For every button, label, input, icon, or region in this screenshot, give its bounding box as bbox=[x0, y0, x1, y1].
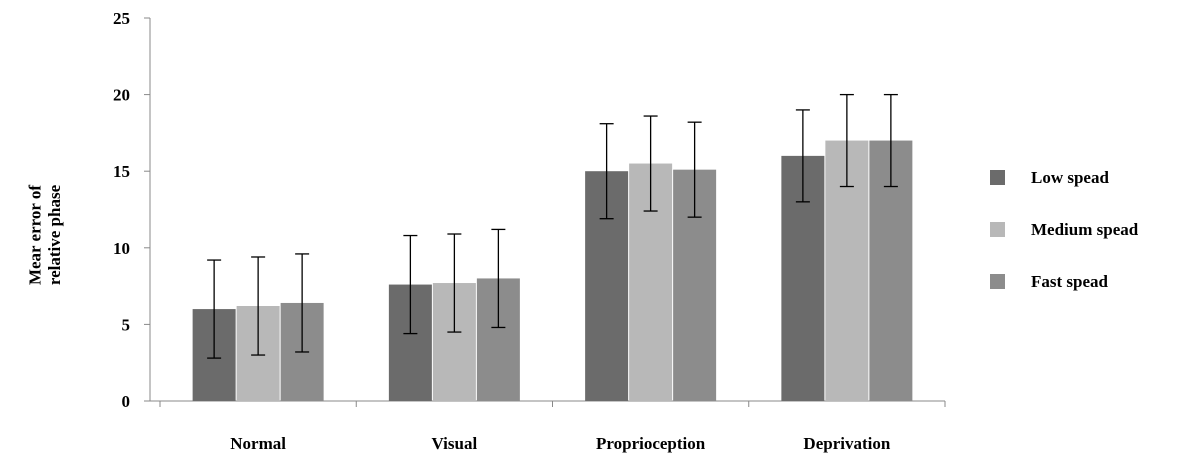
legend-label: Medium spead bbox=[1031, 220, 1139, 239]
x-tick-label: Deprivation bbox=[803, 434, 890, 453]
x-axis: Normal Visual Proprioception Deprivation bbox=[150, 400, 946, 453]
error-bars bbox=[207, 93, 898, 359]
y-tick-label: 10 bbox=[113, 239, 130, 258]
y-tick-label: 25 bbox=[113, 9, 130, 28]
x-tick-label: Normal bbox=[230, 434, 286, 453]
y-tick-label: 5 bbox=[122, 315, 131, 334]
legend-label: Fast spead bbox=[1031, 272, 1109, 291]
y-axis-title: Mear error ofrelative phase bbox=[25, 184, 64, 285]
y-tick-label: 20 bbox=[113, 86, 130, 105]
y-tick-label: 0 bbox=[122, 392, 131, 411]
y-axis-label: Mear error ofrelative phase bbox=[25, 184, 64, 285]
legend-swatch bbox=[990, 274, 1005, 289]
y-tick-label: 15 bbox=[113, 162, 130, 181]
x-tick-label: Proprioception bbox=[596, 434, 706, 453]
legend-swatch bbox=[990, 170, 1005, 185]
y-axis: 0 5 10 15 20 25 bbox=[113, 9, 151, 411]
bars bbox=[192, 140, 913, 401]
legend-swatch bbox=[990, 222, 1005, 237]
legend-label: Low spead bbox=[1031, 168, 1109, 187]
x-tick-label: Visual bbox=[432, 434, 478, 453]
legend: Low spead Medium spead Fast spead bbox=[990, 168, 1139, 291]
